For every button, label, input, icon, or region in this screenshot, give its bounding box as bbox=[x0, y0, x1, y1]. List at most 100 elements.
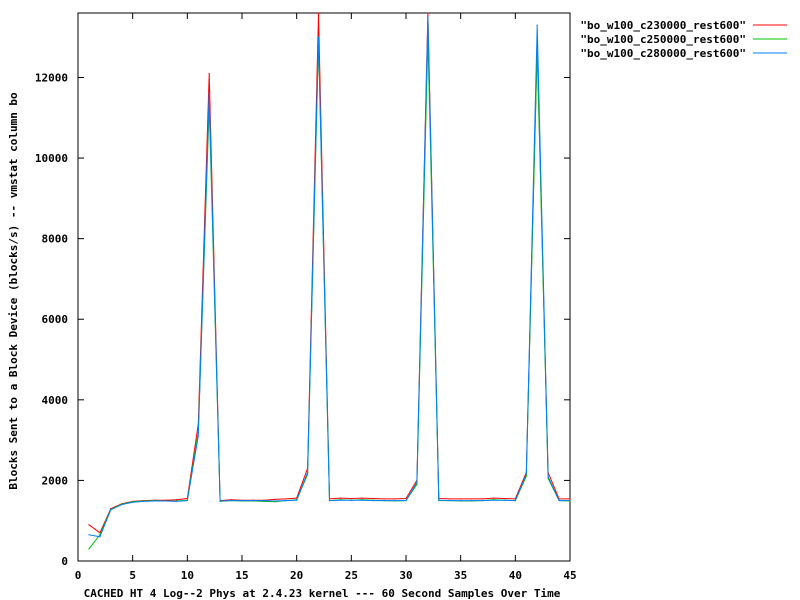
data-point bbox=[317, 36, 320, 38]
data-point bbox=[460, 499, 462, 502]
data-point bbox=[394, 498, 396, 500]
y-tick-label: 4000 bbox=[42, 394, 69, 407]
data-point bbox=[285, 499, 287, 502]
x-tick-label: 25 bbox=[345, 569, 358, 582]
data-point bbox=[449, 498, 451, 500]
y-tick-label: 12000 bbox=[35, 71, 68, 84]
y-tick-label: 8000 bbox=[42, 233, 69, 246]
data-point bbox=[317, 12, 320, 14]
data-point bbox=[547, 475, 549, 477]
x-tick-label: 30 bbox=[399, 569, 412, 582]
data-point bbox=[132, 501, 134, 503]
series-3 bbox=[88, 16, 571, 538]
data-point bbox=[492, 499, 495, 501]
legend-label: "bo_w100_c230000_rest600" bbox=[580, 19, 746, 32]
data-point bbox=[143, 500, 145, 502]
data-point bbox=[252, 499, 254, 502]
series-lines bbox=[88, 12, 571, 550]
series-line bbox=[88, 37, 571, 550]
data-point bbox=[208, 92, 210, 95]
x-tick-label: 10 bbox=[181, 569, 194, 582]
data-point bbox=[416, 481, 418, 484]
data-point bbox=[503, 499, 505, 501]
data-point bbox=[88, 524, 90, 526]
data-point bbox=[449, 499, 451, 502]
plot-frame bbox=[77, 12, 571, 562]
data-point bbox=[372, 499, 374, 502]
data-point bbox=[175, 499, 177, 501]
data-point bbox=[405, 499, 407, 502]
legend-label: "bo_w100_c280000_rest600" bbox=[580, 47, 746, 60]
x-tick-label: 5 bbox=[129, 569, 136, 582]
data-point bbox=[438, 499, 440, 501]
data-point bbox=[481, 499, 484, 502]
data-point bbox=[110, 509, 112, 511]
data-point bbox=[88, 548, 90, 550]
data-point bbox=[328, 499, 331, 502]
y-axis-title: Blocks Sent to a Block Device (blocks/s)… bbox=[7, 92, 20, 490]
x-tick-label: 15 bbox=[235, 569, 248, 582]
x-tick-label: 45 bbox=[563, 569, 576, 582]
x-tick-label: 40 bbox=[509, 569, 522, 582]
data-point bbox=[514, 499, 516, 502]
plot-area bbox=[77, 12, 571, 562]
data-point bbox=[350, 497, 352, 500]
data-point bbox=[372, 497, 374, 500]
y-tick-label: 0 bbox=[61, 555, 68, 568]
data-point bbox=[383, 499, 385, 502]
data-point bbox=[481, 498, 484, 500]
data-point bbox=[307, 471, 309, 473]
data-point bbox=[121, 503, 123, 506]
data-point bbox=[394, 499, 396, 502]
data-point bbox=[427, 16, 429, 18]
data-point bbox=[460, 498, 462, 500]
data-point bbox=[361, 499, 363, 501]
data-point bbox=[241, 499, 243, 502]
data-point bbox=[536, 24, 538, 26]
data-point bbox=[186, 499, 188, 502]
data-point bbox=[274, 498, 276, 500]
data-point bbox=[175, 500, 177, 502]
y-axis: 0 2000 4000 6000 8000 10000 12000 bbox=[35, 71, 570, 568]
data-point bbox=[492, 497, 495, 499]
data-point bbox=[405, 497, 407, 500]
data-point bbox=[427, 12, 429, 14]
data-point bbox=[361, 497, 363, 499]
data-point bbox=[471, 499, 473, 502]
data-point bbox=[164, 500, 167, 502]
y-tick-label: 2000 bbox=[42, 474, 69, 487]
data-point bbox=[416, 483, 418, 486]
y-tick-label: 10000 bbox=[35, 152, 68, 165]
y-tick-label: 6000 bbox=[42, 313, 69, 326]
data-point bbox=[569, 499, 571, 502]
data-point bbox=[153, 500, 156, 502]
x-tick-label: 0 bbox=[75, 569, 82, 582]
data-point bbox=[339, 497, 341, 499]
data-point bbox=[471, 498, 473, 500]
data-point bbox=[219, 500, 221, 502]
x-axis: 0 5 10 15 20 25 30 35 40 45 bbox=[75, 13, 577, 582]
data-point bbox=[569, 498, 571, 500]
data-point bbox=[285, 498, 287, 500]
data-point bbox=[263, 499, 265, 502]
series-line bbox=[88, 12, 570, 534]
series-2 bbox=[88, 36, 571, 550]
data-point bbox=[383, 498, 385, 500]
data-point bbox=[350, 499, 352, 501]
data-point bbox=[274, 500, 276, 502]
legend-label: "bo_w100_c250000_rest600" bbox=[580, 33, 746, 46]
data-point bbox=[503, 497, 505, 500]
data-point bbox=[88, 534, 90, 536]
data-point bbox=[558, 499, 560, 502]
x-tick-label: 20 bbox=[290, 569, 303, 582]
series-line bbox=[88, 16, 570, 538]
data-point bbox=[339, 499, 341, 501]
legend: "bo_w100_c230000_rest600""bo_w100_c25000… bbox=[580, 19, 787, 60]
data-point bbox=[525, 473, 527, 475]
x-tick-label: 35 bbox=[454, 569, 467, 582]
x-axis-title: CACHED HT 4 Log--2 Phys at 2.4.23 kernel… bbox=[84, 587, 561, 600]
series-1 bbox=[88, 12, 571, 534]
data-point bbox=[208, 72, 210, 75]
data-point bbox=[296, 499, 298, 501]
